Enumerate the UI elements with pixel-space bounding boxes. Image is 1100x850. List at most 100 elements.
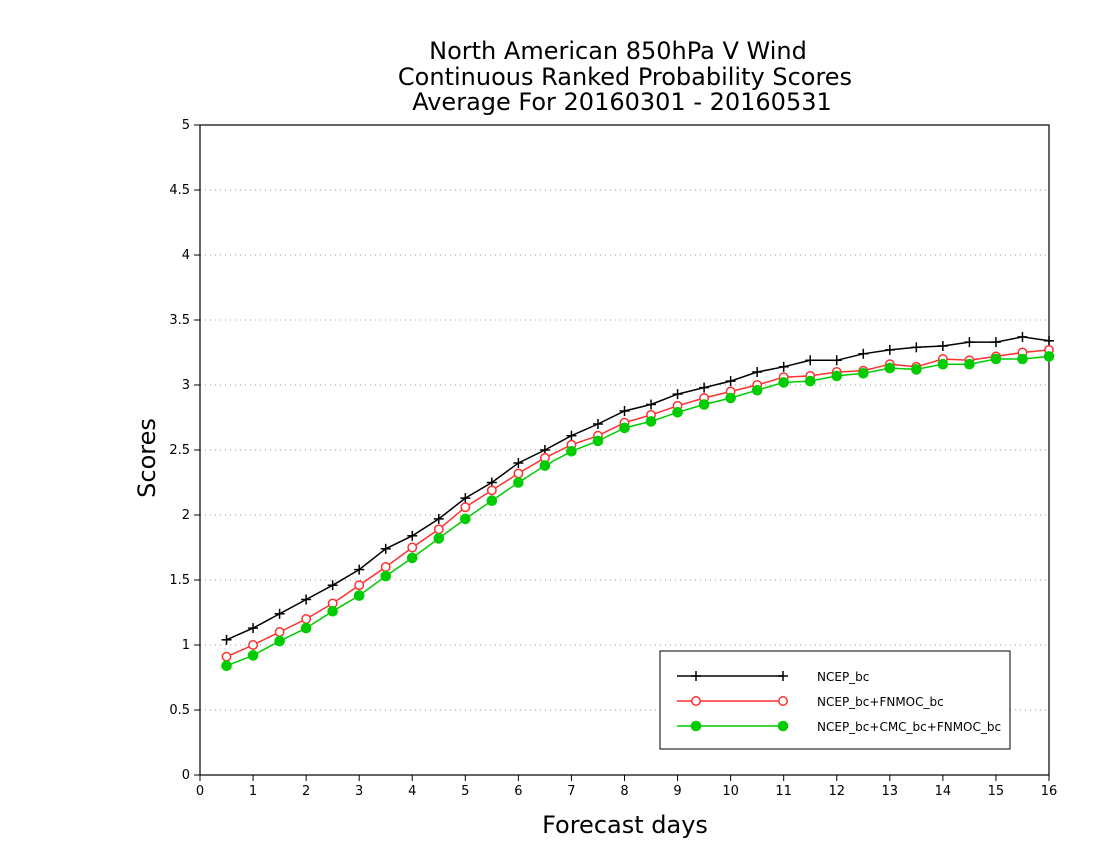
data-point [646,399,657,410]
x-tick-label: 4 [408,784,416,799]
chart-title-line-3: Average For 20160301 - 20160531 [412,88,832,116]
y-axis-ticks: 0 0.5 1 1.5 2 2.5 3 3.5 4 4.5 5 [169,118,200,783]
data-point [406,552,418,564]
chart-title-line-1: North American 850hPa V Wind [429,37,807,65]
data-point [300,622,312,634]
x-tick-label: 12 [828,784,845,799]
data-point [221,660,232,672]
legend-box [659,650,1011,750]
legend-marker [777,720,789,732]
data-point [248,640,259,650]
data-point [460,493,471,504]
data-point [1017,331,1028,342]
data-point [513,468,524,479]
y-tick-label: 3 [182,378,190,393]
data-point [354,580,365,591]
data-point [221,651,232,662]
data-point [884,344,895,355]
data-point [301,614,312,624]
data-point [937,358,949,370]
data-point [274,635,285,647]
data-point [911,364,922,375]
series-line [226,336,1050,641]
data-point [725,376,736,387]
series-0 [221,331,1054,645]
data-point [699,382,710,393]
data-point [592,419,603,429]
series-1 [221,344,1054,662]
legend-marker [690,720,702,732]
x-tick-label: 13 [882,784,899,799]
x-tick-label: 2 [302,784,310,799]
data-point [672,389,683,400]
y-tick-label: 1.5 [169,573,190,588]
series-layer [221,331,1055,672]
x-axis-label: Forecast days [542,811,708,839]
x-tick-label: 1 [249,784,257,799]
x-tick-label: 15 [988,784,1005,799]
data-point [380,570,392,582]
data-point [513,458,524,468]
data-point [937,341,948,351]
chart-title-line-2: Continuous Ranked Probability Scores [398,63,852,91]
x-tick-label: 10 [722,784,739,799]
data-point [831,355,842,366]
y-tick-label: 4.5 [169,183,190,198]
y-tick-label: 5 [182,118,190,133]
data-point [247,650,259,661]
data-point [221,634,232,645]
series-line [226,355,1050,667]
data-point [805,355,816,366]
data-point [327,605,338,617]
x-tick-label: 8 [620,784,628,799]
data-point [513,477,524,488]
data-point [964,358,975,370]
data-point [380,562,391,572]
data-point [460,513,471,525]
x-tick-label: 5 [461,784,469,799]
data-point [1017,353,1028,365]
data-point [751,384,763,396]
y-tick-label: 2.5 [169,443,190,458]
data-point [857,368,869,379]
legend-marker [778,671,788,681]
legend-item-0: NCEP_bc [677,670,869,684]
data-point [274,608,285,619]
data-point [831,370,843,382]
data-point [407,530,418,541]
data-point [698,399,710,410]
data-point [353,590,365,601]
data-point [592,435,604,447]
data-point [752,367,763,377]
legend: NCEP_bc NCEP_bc+FNMOC_bc NCEP_bc+CMC_bc+FN… [659,650,1011,750]
x-tick-label: 14 [935,784,952,799]
y-tick-label: 0.5 [169,703,190,718]
data-point [433,524,444,535]
legend-label: NCEP_bc+CMC_bc+FNMOC_bc [817,720,1001,734]
data-point [274,627,285,637]
x-tick-label: 3 [355,784,363,799]
legend-marker [778,696,788,706]
data-point [778,377,789,388]
x-tick-label: 7 [567,784,575,799]
data-point [645,416,657,427]
data-point [990,353,1002,365]
data-point [964,337,975,348]
data-point [380,543,391,554]
data-point [858,348,869,359]
legend-marker [691,671,701,681]
data-point [990,337,1001,348]
data-point [486,495,498,507]
data-point [354,564,365,575]
x-tick-label: 6 [514,784,522,799]
y-tick-label: 2 [182,508,190,523]
data-point [1044,335,1054,346]
legend-item-2: NCEP_bc+CMC_bc+FNMOC_bc [677,720,1001,734]
y-tick-label: 0 [182,768,190,783]
x-axis-ticks: 0 1 2 3 4 5 6 7 8 9 10 11 12 13 14 15 16 [196,775,1057,799]
series-line [226,349,1050,658]
data-point [1043,351,1055,362]
data-point [566,446,577,457]
x-tick-label: 16 [1041,784,1058,799]
